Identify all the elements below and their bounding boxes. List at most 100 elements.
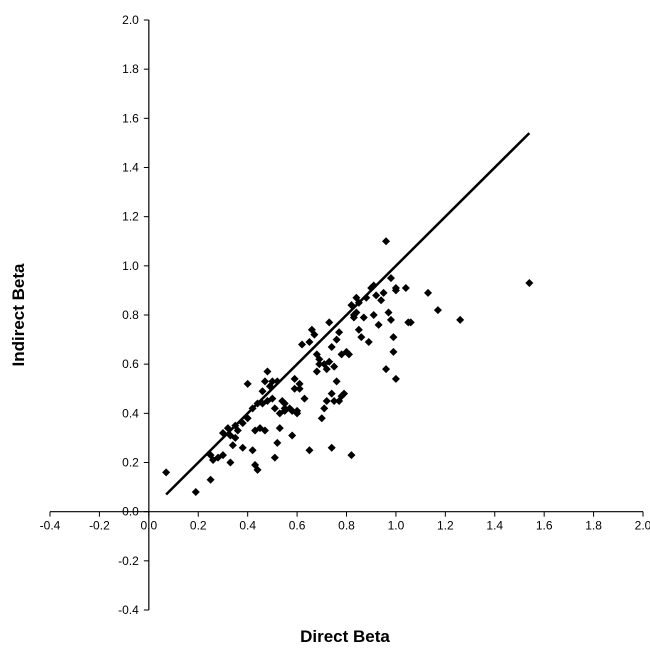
y-axis-title: Indirect Beta — [9, 263, 28, 367]
x-tick-label: 1.2 — [437, 519, 454, 533]
data-point — [424, 288, 433, 297]
y-tick-label: 0.0 — [122, 505, 139, 519]
data-point — [347, 451, 356, 460]
data-point — [359, 313, 368, 322]
data-point — [391, 286, 400, 295]
data-point — [386, 274, 395, 283]
x-tick-label: 0.8 — [338, 519, 355, 533]
data-point — [340, 389, 349, 398]
data-point — [352, 308, 361, 317]
data-point — [362, 293, 371, 302]
data-point — [280, 399, 289, 408]
data-point — [231, 433, 240, 442]
data-point — [253, 465, 262, 474]
data-point — [377, 296, 386, 305]
data-point — [456, 315, 465, 324]
y-tick-label: 1.0 — [122, 259, 139, 273]
data-point — [248, 446, 257, 455]
data-point — [332, 335, 341, 344]
data-point — [218, 429, 227, 437]
y-tick-label: 1.8 — [122, 62, 139, 76]
y-tick-label: 0.2 — [122, 456, 139, 470]
data-point — [386, 315, 395, 324]
data-point — [305, 446, 314, 455]
x-tick-label: -0.4 — [40, 519, 61, 533]
data-point — [243, 414, 252, 423]
y-tick-label: 1.6 — [122, 111, 139, 125]
trend-line-layer — [165, 132, 531, 496]
data-point — [322, 397, 331, 406]
data-point — [226, 458, 235, 467]
data-point — [379, 288, 388, 297]
y-tick-label: 1.2 — [122, 210, 139, 224]
data-point — [280, 404, 289, 413]
data-point — [162, 468, 171, 477]
y-tick-label: -0.2 — [118, 554, 139, 568]
data-point — [260, 426, 269, 435]
trend-line — [165, 132, 531, 496]
data-point — [357, 333, 366, 342]
data-point — [382, 365, 391, 374]
data-point — [295, 384, 304, 393]
data-point — [206, 475, 215, 484]
data-point — [391, 374, 400, 383]
x-tick-label: -0.2 — [89, 519, 110, 533]
y-tick-label: 0.6 — [122, 357, 139, 371]
data-point — [325, 357, 334, 366]
data-point — [354, 325, 363, 334]
data-point — [335, 328, 344, 337]
data-point — [382, 237, 391, 246]
data-point — [322, 365, 331, 374]
data-point — [369, 311, 378, 319]
x-tick-label: 1.4 — [486, 519, 503, 533]
data-point — [310, 330, 319, 339]
data-point — [344, 350, 353, 359]
data-point — [293, 409, 302, 418]
data-point — [374, 320, 383, 329]
data-point — [315, 355, 324, 364]
data-point — [320, 404, 329, 413]
data-point — [233, 426, 242, 435]
data-point — [295, 379, 304, 388]
data-point — [273, 377, 282, 386]
data-point — [315, 360, 324, 369]
data-point — [258, 387, 267, 396]
data-point — [273, 438, 282, 447]
x-tick-label: 0.4 — [239, 519, 256, 533]
data-point — [238, 419, 247, 428]
data-point — [228, 441, 237, 450]
data-point — [369, 281, 378, 290]
data-point — [312, 367, 321, 376]
data-point — [327, 389, 336, 398]
y-tick-label: 0.4 — [122, 406, 139, 420]
y-tick-label: 1.4 — [122, 161, 139, 175]
data-point — [275, 424, 284, 433]
data-point — [260, 377, 269, 386]
data-point — [327, 342, 336, 351]
data-point — [347, 301, 356, 310]
data-point — [268, 377, 277, 386]
data-point — [389, 333, 398, 342]
x-tick-label: 0.2 — [190, 519, 207, 533]
x-tick-label: 0.0 — [140, 519, 157, 533]
x-axis-title: Direct Beta — [300, 627, 390, 646]
data-point — [253, 399, 262, 408]
data-point — [330, 362, 339, 371]
data-point — [433, 306, 442, 315]
x-tick-label: 1.0 — [388, 519, 405, 533]
data-point — [372, 291, 381, 300]
y-tick-label: 2.0 — [122, 13, 139, 27]
data-point — [525, 279, 534, 288]
x-tick-label: 1.6 — [536, 519, 553, 533]
data-point — [268, 394, 277, 403]
data-point — [305, 338, 314, 347]
x-tick-label: 0.6 — [289, 519, 306, 533]
x-tick-label: 1.8 — [585, 519, 602, 533]
data-point — [354, 298, 363, 307]
data-point — [325, 318, 334, 327]
y-tick-label: 0.8 — [122, 308, 139, 322]
data-point — [290, 384, 299, 393]
data-point — [243, 379, 252, 388]
